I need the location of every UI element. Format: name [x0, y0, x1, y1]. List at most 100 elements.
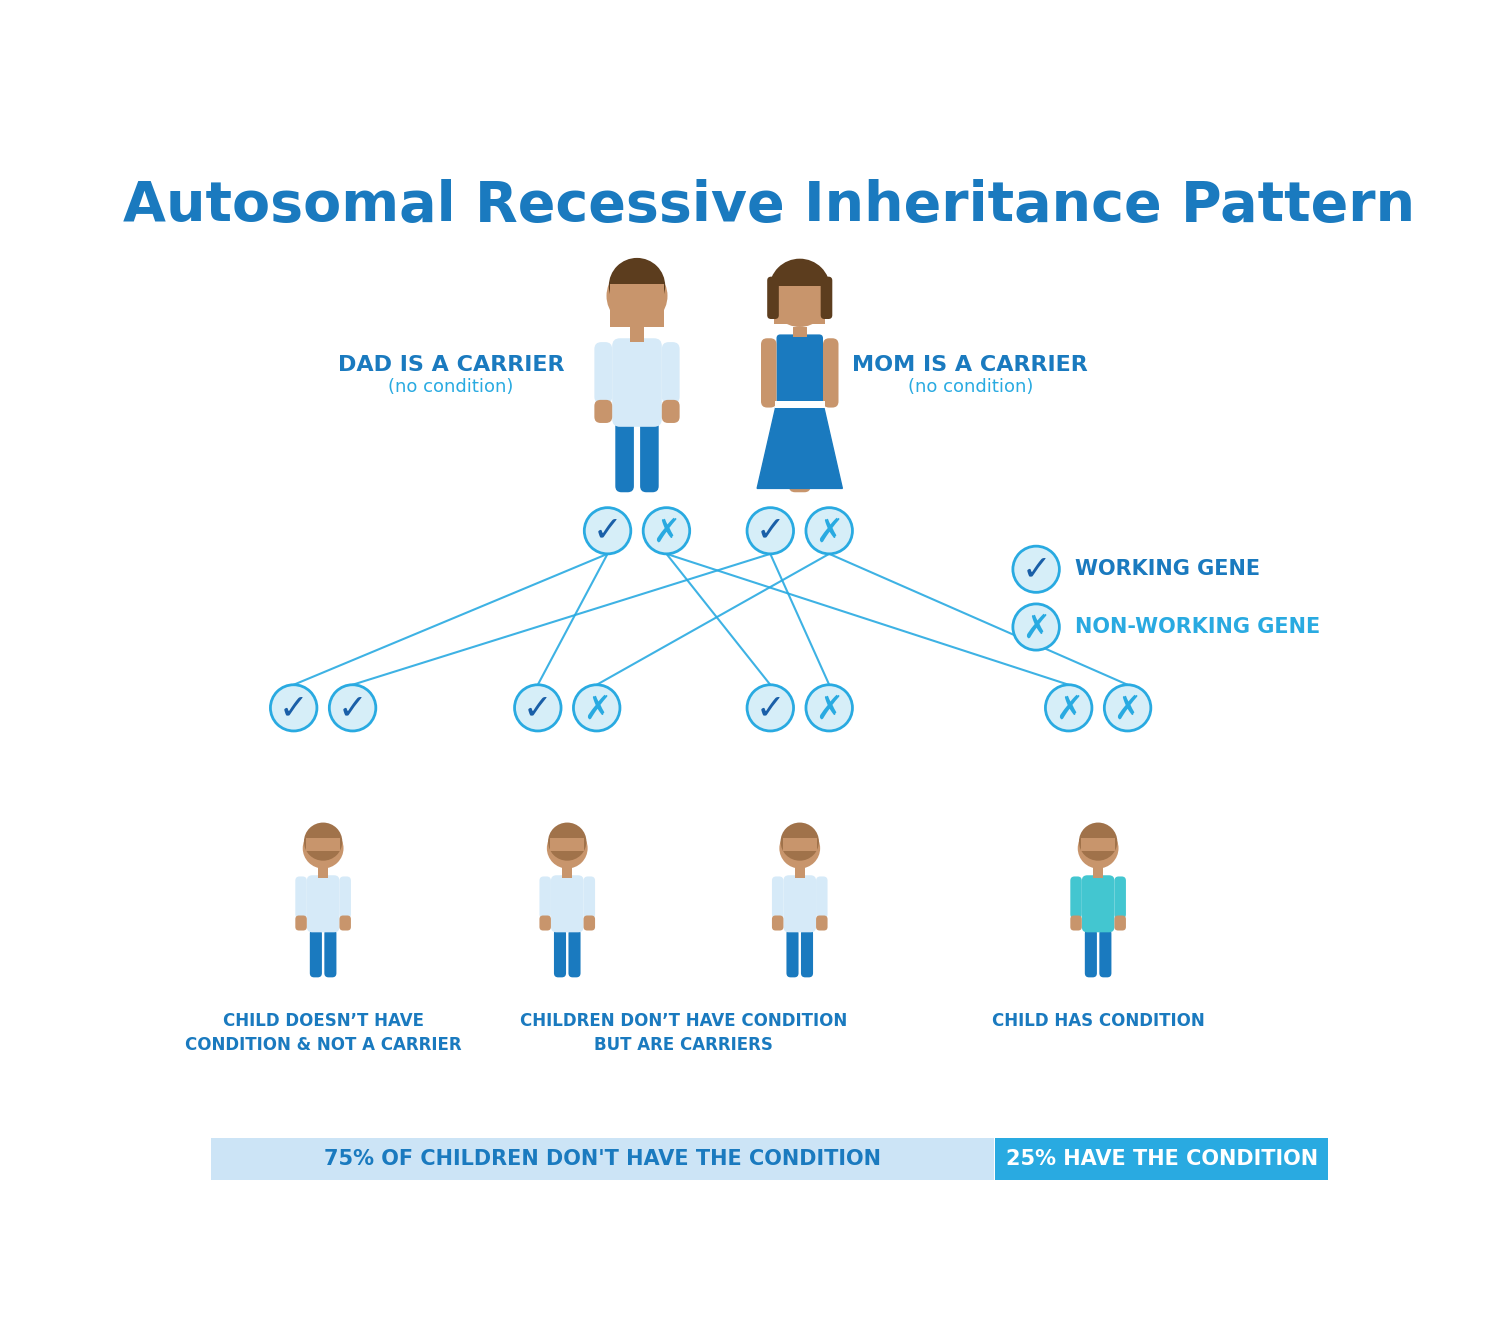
- FancyBboxPatch shape: [772, 877, 783, 919]
- FancyBboxPatch shape: [824, 338, 839, 407]
- FancyBboxPatch shape: [783, 876, 816, 932]
- Circle shape: [610, 259, 664, 313]
- Text: CHILDREN DON’T HAVE CONDITION
BUT ARE CARRIERS: CHILDREN DON’T HAVE CONDITION BUT ARE CA…: [520, 1013, 848, 1054]
- FancyBboxPatch shape: [1071, 916, 1082, 931]
- Circle shape: [806, 508, 852, 553]
- FancyBboxPatch shape: [610, 285, 664, 326]
- Circle shape: [608, 267, 666, 325]
- FancyBboxPatch shape: [594, 400, 612, 423]
- Circle shape: [514, 685, 561, 731]
- Circle shape: [304, 829, 342, 868]
- FancyBboxPatch shape: [324, 929, 336, 978]
- FancyBboxPatch shape: [1114, 916, 1126, 931]
- Text: Autosomal Recessive Inheritance Pattern: Autosomal Recessive Inheritance Pattern: [123, 179, 1414, 232]
- FancyBboxPatch shape: [776, 402, 825, 407]
- FancyBboxPatch shape: [615, 419, 634, 493]
- FancyBboxPatch shape: [584, 916, 596, 931]
- Text: ✗: ✗: [652, 516, 681, 549]
- FancyBboxPatch shape: [296, 877, 307, 919]
- FancyBboxPatch shape: [783, 838, 816, 851]
- Circle shape: [1046, 685, 1092, 731]
- Text: DAD IS A CARRIER: DAD IS A CARRIER: [338, 355, 564, 375]
- Circle shape: [644, 508, 690, 553]
- Text: MOM IS A CARRIER: MOM IS A CARRIER: [852, 355, 1088, 375]
- FancyBboxPatch shape: [772, 916, 783, 931]
- Text: CHILD HAS CONDITION: CHILD HAS CONDITION: [992, 1013, 1204, 1030]
- FancyBboxPatch shape: [1082, 876, 1114, 932]
- FancyBboxPatch shape: [662, 342, 680, 404]
- Circle shape: [304, 823, 342, 860]
- FancyBboxPatch shape: [766, 277, 778, 320]
- FancyBboxPatch shape: [1084, 929, 1096, 978]
- Polygon shape: [758, 404, 843, 489]
- FancyBboxPatch shape: [594, 342, 612, 404]
- Text: ✗: ✗: [815, 516, 843, 549]
- Circle shape: [806, 685, 852, 731]
- Text: ✓: ✓: [756, 514, 784, 548]
- Text: WORKING GENE: WORKING GENE: [1076, 559, 1260, 579]
- Text: (no condition): (no condition): [908, 377, 1034, 396]
- Circle shape: [548, 829, 586, 868]
- Circle shape: [782, 823, 818, 860]
- Text: ✓: ✓: [592, 514, 622, 548]
- Text: (no condition): (no condition): [388, 377, 513, 396]
- Text: ✓: ✓: [1022, 552, 1052, 587]
- Text: ✓: ✓: [524, 690, 552, 725]
- Circle shape: [771, 259, 830, 318]
- FancyBboxPatch shape: [630, 326, 644, 342]
- Text: 25% HAVE THE CONDITION: 25% HAVE THE CONDITION: [1005, 1148, 1317, 1168]
- FancyBboxPatch shape: [1114, 877, 1126, 919]
- FancyBboxPatch shape: [584, 877, 596, 919]
- Circle shape: [1013, 547, 1059, 592]
- Circle shape: [330, 685, 376, 731]
- Circle shape: [780, 829, 819, 868]
- FancyBboxPatch shape: [816, 916, 828, 931]
- FancyBboxPatch shape: [777, 334, 824, 406]
- Text: ✓: ✓: [338, 690, 368, 725]
- FancyBboxPatch shape: [562, 868, 572, 878]
- Text: ✗: ✗: [815, 693, 843, 727]
- FancyBboxPatch shape: [1094, 868, 1102, 878]
- Circle shape: [1080, 823, 1116, 860]
- FancyBboxPatch shape: [786, 929, 798, 978]
- Text: ✗: ✗: [1113, 693, 1142, 727]
- Text: ✓: ✓: [756, 690, 784, 725]
- FancyBboxPatch shape: [801, 929, 813, 978]
- FancyBboxPatch shape: [760, 338, 777, 407]
- FancyBboxPatch shape: [296, 916, 307, 931]
- Circle shape: [1104, 685, 1150, 731]
- FancyBboxPatch shape: [662, 400, 680, 423]
- FancyBboxPatch shape: [540, 877, 550, 919]
- FancyBboxPatch shape: [310, 929, 322, 978]
- Text: NON-WORKING GENE: NON-WORKING GENE: [1076, 616, 1320, 637]
- Text: ✓: ✓: [279, 690, 309, 725]
- Circle shape: [1078, 829, 1118, 868]
- FancyBboxPatch shape: [821, 277, 833, 320]
- FancyBboxPatch shape: [1071, 877, 1082, 919]
- Circle shape: [573, 685, 620, 731]
- FancyBboxPatch shape: [794, 326, 807, 337]
- FancyBboxPatch shape: [210, 1138, 993, 1180]
- FancyBboxPatch shape: [306, 838, 340, 851]
- FancyBboxPatch shape: [1100, 929, 1112, 978]
- Text: 75% OF CHILDREN DON'T HAVE THE CONDITION: 75% OF CHILDREN DON'T HAVE THE CONDITION: [324, 1148, 880, 1168]
- Circle shape: [549, 823, 585, 860]
- FancyBboxPatch shape: [554, 929, 566, 978]
- Circle shape: [1013, 604, 1059, 650]
- FancyBboxPatch shape: [816, 877, 828, 919]
- Circle shape: [585, 508, 632, 553]
- FancyBboxPatch shape: [339, 877, 351, 919]
- FancyBboxPatch shape: [308, 876, 339, 932]
- Text: CHILD DOESN’T HAVE
CONDITION & NOT A CARRIER: CHILD DOESN’T HAVE CONDITION & NOT A CAR…: [184, 1013, 462, 1054]
- FancyBboxPatch shape: [540, 916, 550, 931]
- FancyBboxPatch shape: [795, 868, 804, 878]
- FancyBboxPatch shape: [774, 286, 825, 325]
- Circle shape: [772, 270, 828, 326]
- FancyBboxPatch shape: [789, 427, 810, 493]
- FancyBboxPatch shape: [550, 838, 584, 851]
- FancyBboxPatch shape: [994, 1138, 1329, 1180]
- Text: ✗: ✗: [1022, 612, 1050, 645]
- Circle shape: [747, 685, 794, 731]
- FancyBboxPatch shape: [640, 419, 658, 493]
- Text: ✗: ✗: [582, 693, 610, 727]
